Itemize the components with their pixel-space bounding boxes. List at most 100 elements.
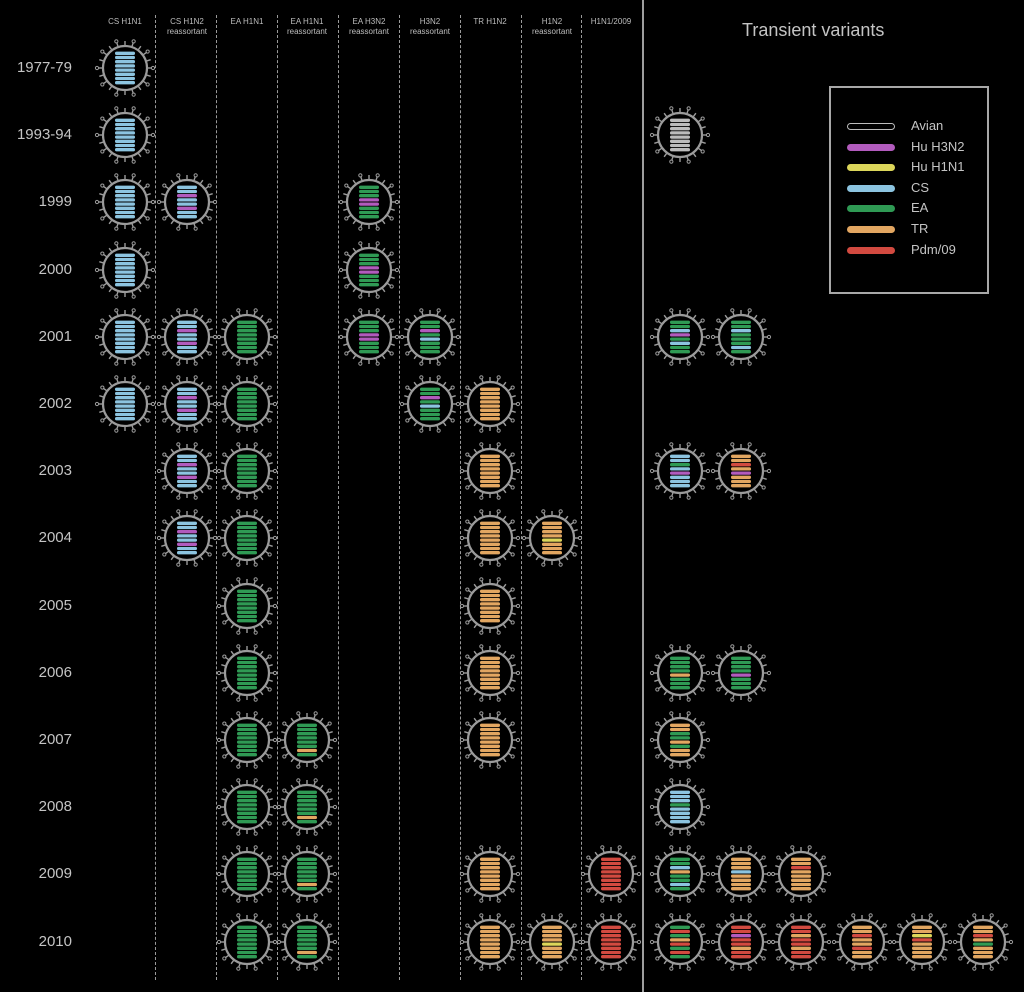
virus-spike-tip [989,912,994,918]
virus-spike [221,932,227,936]
virus-spike [836,947,842,951]
virus-spike [352,354,357,360]
virus-spike-tip [700,351,705,356]
gene-segment-ea [359,320,379,324]
gene-segment-tr [731,946,751,950]
virus-spike [715,477,721,481]
virus-spike-tip [747,644,752,649]
virus-spike-tip [459,401,465,407]
virus-spike-tip [831,939,837,944]
virus-spike-tip [272,872,278,877]
virus-spike-tip [131,173,136,178]
virus-spike-tip [162,452,167,457]
virus-spike-tip [145,49,150,54]
gene-segment-tr [791,879,811,883]
virus-spike-tip [236,375,241,380]
legend-swatch [847,164,895,172]
virus-spike-tip [236,361,241,366]
virus-spike-tip [236,831,241,836]
gene-segment-ea [237,816,257,820]
virus-spike [221,327,227,331]
virus-spike [715,327,721,331]
gene-segment-tr [297,950,317,954]
legend-swatch [847,123,895,130]
gene-segment-ea [297,954,317,958]
virus-spike-tip [267,418,272,423]
virus-spike-tip [267,687,272,692]
transient-virus-particle [710,845,772,904]
virus-spike [267,462,273,466]
gene-segment-ea [670,946,690,950]
transient-virus-particle [770,845,832,904]
virus-spike [199,488,204,494]
virus-spike-tip [716,923,721,928]
gene-segment-cs [115,135,135,139]
gene-segment-tr [480,748,500,753]
virus-spike-tip [253,308,258,313]
virus-spike-tip [267,485,272,490]
virus-spike [700,141,706,145]
gene-segment-ea [237,736,257,740]
virus-spike-tip [436,428,441,433]
gene-segment-cs [670,484,690,488]
virus-spike-tip [600,898,605,904]
gene-segment-ea [359,211,379,215]
gene-segment-pdm [791,866,811,870]
virus-spike-tip [450,351,455,356]
virus-spike [957,947,963,951]
virus-spike-tip [479,442,484,447]
virus-spike [464,880,470,884]
virus-spike [585,932,591,936]
gene-segment-cs [115,412,135,417]
virus-spike-tip [541,562,546,568]
year-label: 2007 [38,731,72,748]
virus-spike-tip [686,912,691,918]
virus-spike-tip [162,318,167,323]
gene-segment-ea [237,677,257,681]
gene-segment-cs [670,820,690,824]
virus-spike-tip [686,308,691,313]
virus-spike-tip [253,711,258,716]
virus-spike [464,596,470,600]
virus-spike [327,730,333,734]
virus-spike-tip [669,106,674,111]
column-header-name: CS H1N1 [108,17,142,26]
virus-spike [1003,932,1009,936]
virus-spike-tip [399,401,405,407]
gene-segment-tr [912,950,932,954]
gene-segment-ea [297,820,317,824]
virus-spike-tip [436,361,441,366]
column-divider [460,15,461,980]
virus-spike-tip [716,351,721,356]
gene-segment-tr [791,883,811,887]
virus-spike [882,932,888,936]
gene-segment-tr [480,736,500,740]
virus-spike-tip [394,334,400,339]
virus-spike-tip [747,697,752,702]
virus-particle [459,845,521,904]
gene-segment-tr [480,946,500,950]
virus-spike-tip [459,469,465,474]
virus-spike-tip [989,966,994,971]
virus-spike [199,381,204,387]
gene-segment-ea [237,404,257,408]
virus-spike [502,421,507,427]
transient-virus-particle [710,308,772,366]
gene-segment-avian [670,118,690,123]
gene-segment-cs [115,207,135,211]
virus-spike-tip [821,923,826,928]
virus-spike [161,193,167,197]
virus-spike-tip [253,509,258,514]
virus-spike-tip [344,283,349,289]
gene-segment-pdm [731,929,751,933]
virus-spike-tip [327,821,332,826]
virus-spike-tip [465,754,470,759]
virus-spike-tip [193,495,198,500]
virus-spike [753,958,758,964]
virus-spike-tip [730,442,735,447]
virus-spike-tip [761,687,766,692]
virus-spike-tip [496,576,501,582]
gene-segment-pdm [731,950,751,954]
gene-segment-tr [852,942,872,946]
gene-segment-ea [237,942,257,946]
